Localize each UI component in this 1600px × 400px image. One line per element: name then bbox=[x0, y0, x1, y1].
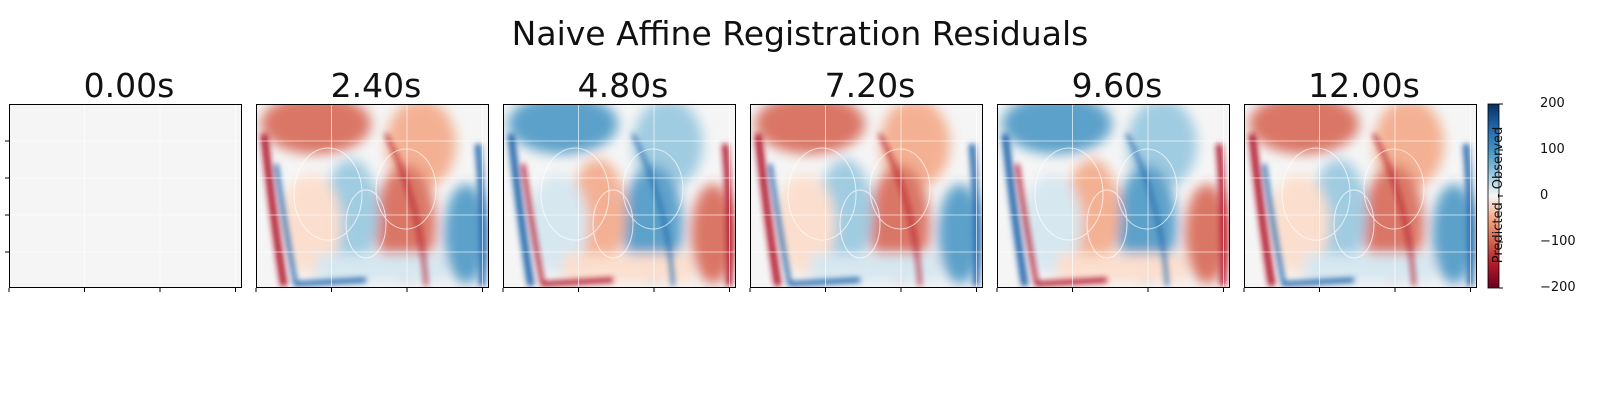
panel-title-2: 2.40s bbox=[330, 66, 422, 105]
residual-contours bbox=[787, 147, 931, 259]
panel-1 bbox=[5, 104, 242, 292]
panel-title-6: 12.00s bbox=[1308, 66, 1420, 105]
panel-5 bbox=[996, 104, 1230, 292]
heatmap-background bbox=[9, 104, 242, 288]
panel-frame bbox=[9, 104, 242, 288]
chart-title: Naive Affine Registration Residuals bbox=[511, 14, 1089, 53]
residual-contours bbox=[1281, 147, 1425, 259]
panel-title-3: 4.80s bbox=[577, 66, 669, 105]
residual-field bbox=[1002, 104, 1229, 284]
residual-contours bbox=[540, 147, 684, 259]
gridlines bbox=[256, 104, 489, 288]
panel-3 bbox=[502, 104, 736, 292]
colorbar-tick-label: −200 bbox=[1540, 280, 1576, 295]
panel-frame bbox=[750, 104, 983, 288]
panel-6 bbox=[1243, 104, 1477, 292]
colorbar-label: Predicted - Observed bbox=[1491, 126, 1506, 264]
panel-title-1: 0.00s bbox=[83, 66, 175, 105]
residual-field bbox=[508, 104, 735, 284]
gridlines bbox=[1244, 104, 1477, 288]
panel-frame bbox=[1244, 104, 1477, 288]
residual-field bbox=[755, 104, 982, 284]
panel-frame bbox=[503, 104, 736, 288]
colorbar-tick-label: 200 bbox=[1540, 96, 1565, 111]
colorbar-tick-label: −100 bbox=[1540, 234, 1576, 249]
colorbar bbox=[1487, 103, 1503, 289]
panel-frame bbox=[256, 104, 489, 288]
colorbar-tick-label: 0 bbox=[1540, 188, 1549, 203]
gridlines bbox=[997, 104, 1230, 288]
panel-2 bbox=[255, 104, 489, 292]
panel-4 bbox=[749, 104, 983, 292]
residual-field bbox=[1249, 104, 1476, 284]
panel-frame bbox=[997, 104, 1230, 288]
gridlines bbox=[503, 104, 736, 288]
panel-title-4: 7.20s bbox=[824, 66, 916, 105]
residual-contours bbox=[293, 147, 437, 259]
gridlines bbox=[9, 104, 242, 288]
residual-contours bbox=[1034, 147, 1178, 259]
gridlines bbox=[750, 104, 983, 288]
residual-field bbox=[261, 104, 488, 284]
colorbar-tick-label: 100 bbox=[1540, 142, 1565, 157]
panel-title-5: 9.60s bbox=[1071, 66, 1163, 105]
